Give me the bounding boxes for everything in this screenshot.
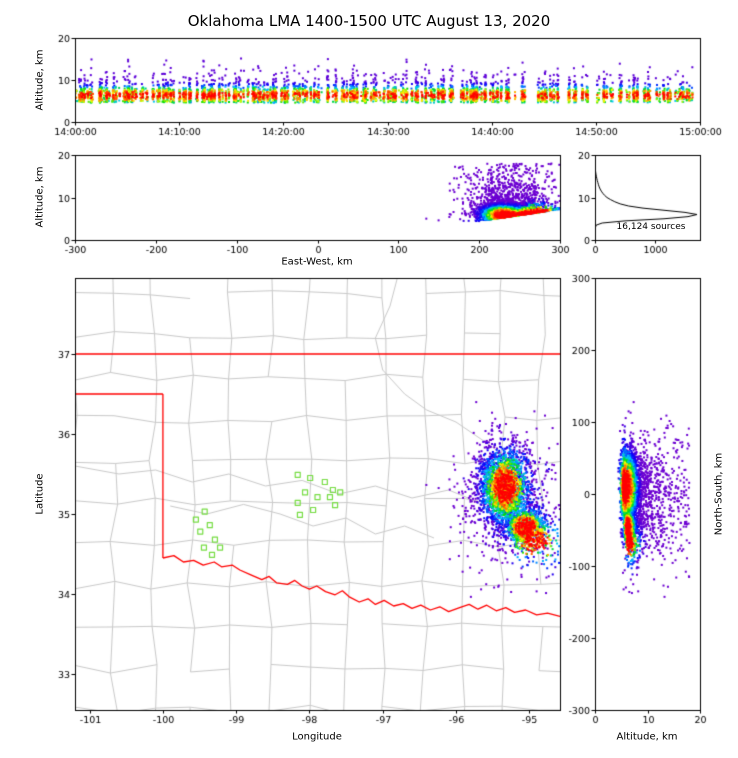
map-ylabel: Latitude xyxy=(34,473,46,515)
ew-altitude-xlabel: East-West, km xyxy=(281,256,353,268)
ns-altitude-xlabel: Altitude, km xyxy=(616,731,678,743)
time-height-ylabel: Altitude, km xyxy=(34,49,46,111)
map-xlabel: Longitude xyxy=(292,731,342,743)
source-count-annotation: 16,124 sources xyxy=(616,222,686,232)
ew-altitude-ylabel: Altitude, km xyxy=(34,166,46,228)
figure-title: Oklahoma LMA 1400-1500 UTC August 13, 20… xyxy=(187,12,551,30)
ns-altitude-ylabel: North-South, km xyxy=(713,452,725,536)
